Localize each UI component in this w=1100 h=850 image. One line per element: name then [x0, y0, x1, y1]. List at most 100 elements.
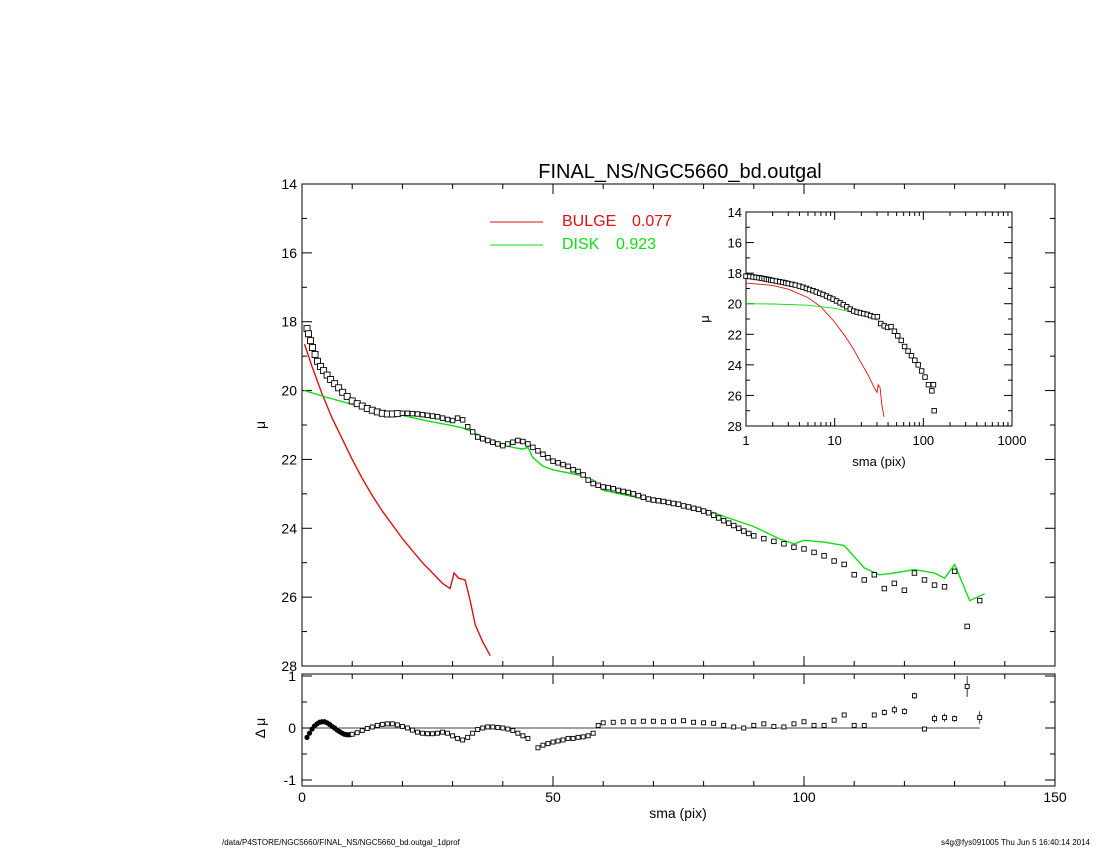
inset-y-tick-label: 24: [728, 358, 742, 373]
data-point: [560, 461, 566, 468]
data-point: [665, 499, 672, 506]
residual-point: [851, 722, 857, 728]
data-point: [409, 410, 416, 417]
inset-y-tick-label: 26: [728, 388, 742, 403]
residual-point: [520, 733, 526, 739]
residual-point: [550, 739, 556, 745]
residual-point: [831, 717, 837, 723]
data-point: [339, 388, 347, 396]
data-point: [901, 587, 908, 593]
residual-point: [932, 716, 937, 722]
data-point: [393, 410, 401, 418]
main-y-tick-label: 24: [281, 520, 297, 536]
residual-point: [455, 735, 461, 741]
residual-point: [425, 731, 430, 737]
data-point: [931, 582, 938, 588]
main-y-tick-label: 22: [281, 451, 297, 467]
data-point: [449, 417, 456, 424]
residual-point: [841, 712, 847, 718]
data-point: [469, 429, 476, 435]
residual-point: [640, 718, 646, 724]
residual-point: [585, 733, 591, 739]
main-y-tick-label: 20: [281, 383, 297, 399]
data-point: [585, 477, 591, 483]
residual-point: [891, 707, 897, 713]
residual-point: [801, 719, 807, 725]
bulge-curve: [303, 343, 491, 657]
data-point: [323, 371, 331, 379]
inset-data-point: [918, 368, 925, 374]
residual-point: [540, 742, 546, 748]
inset-data-point: [908, 352, 915, 359]
data-point: [700, 508, 707, 514]
data-point: [625, 489, 631, 496]
residual-point: [535, 745, 541, 751]
residual-point: [420, 730, 425, 736]
residual-point: [575, 734, 581, 740]
disk-line: [304, 389, 985, 602]
inset-y-ticks: 14 16 18 20 22 24 26 28: [728, 205, 1012, 434]
inset-data-point: [931, 408, 937, 414]
data-point: [305, 330, 312, 338]
legend: BULGE 0.077 DISK 0.923: [490, 213, 672, 253]
inset-data-point: [874, 314, 881, 320]
residual-point: [510, 728, 516, 734]
data-point: [645, 496, 652, 502]
data-point: [307, 337, 314, 345]
main-y-tick-label: 28: [281, 658, 297, 674]
data-point: [327, 376, 335, 384]
data-point: [675, 501, 682, 507]
inset-bulge-curve: [745, 282, 885, 417]
data-point: [414, 411, 421, 417]
residual-point: [399, 723, 405, 729]
inset-x-label: sma (pix): [852, 454, 905, 469]
data-point: [475, 434, 481, 440]
data-point: [710, 512, 717, 518]
data-point: [570, 467, 576, 473]
data-point: [660, 498, 667, 505]
residual-point: [440, 729, 446, 735]
residual-point: [595, 722, 601, 728]
residual-x-tick-label: 0: [298, 789, 306, 805]
inset-data-point: [915, 362, 921, 368]
data-point: [600, 484, 606, 490]
residual-point: [650, 718, 656, 724]
data-point: [610, 485, 616, 492]
inset-data-point: [925, 382, 932, 388]
residual-point: [711, 720, 717, 726]
main-panel: 14 16 18 20 22 24 26 28 μ BULGE 0.077 DISK 0.92…: [252, 176, 1056, 674]
legend-disk-label: DISK: [562, 236, 600, 253]
residual-y-ticks: 1 0 -1: [284, 668, 1055, 788]
residual-point: [384, 721, 390, 727]
residual-point: [515, 730, 521, 736]
residual-point: [811, 722, 817, 728]
residual-x-tick-label: 150: [1043, 789, 1067, 805]
legend-bulge-value: 0.077: [632, 213, 672, 230]
data-point: [520, 438, 526, 445]
residual-point: [791, 721, 797, 727]
data-point: [615, 487, 621, 494]
data-point: [464, 424, 471, 430]
residual-point: [460, 737, 466, 743]
data-point: [705, 510, 712, 516]
main-y-tick-label: 18: [281, 314, 297, 330]
main-y-label: μ: [252, 421, 268, 429]
residual-point: [379, 721, 385, 727]
residual-point: [415, 729, 420, 735]
residual-point: [450, 733, 456, 739]
data-point: [343, 392, 351, 400]
inset-data-point: [891, 328, 898, 334]
residual-point: [565, 735, 571, 741]
residual-point: [470, 730, 476, 736]
data-point: [575, 468, 581, 475]
residual-points: [304, 676, 983, 751]
residual-point: [354, 730, 360, 736]
data-point: [580, 472, 586, 478]
inset-x-tick-label: 10: [827, 433, 841, 448]
inset-data-point: [895, 333, 901, 339]
data-point: [801, 546, 807, 552]
inset-data-point: [922, 374, 928, 380]
residual-x-tick-label: 100: [792, 789, 816, 805]
residual-point: [731, 724, 737, 730]
data-point: [424, 412, 431, 419]
